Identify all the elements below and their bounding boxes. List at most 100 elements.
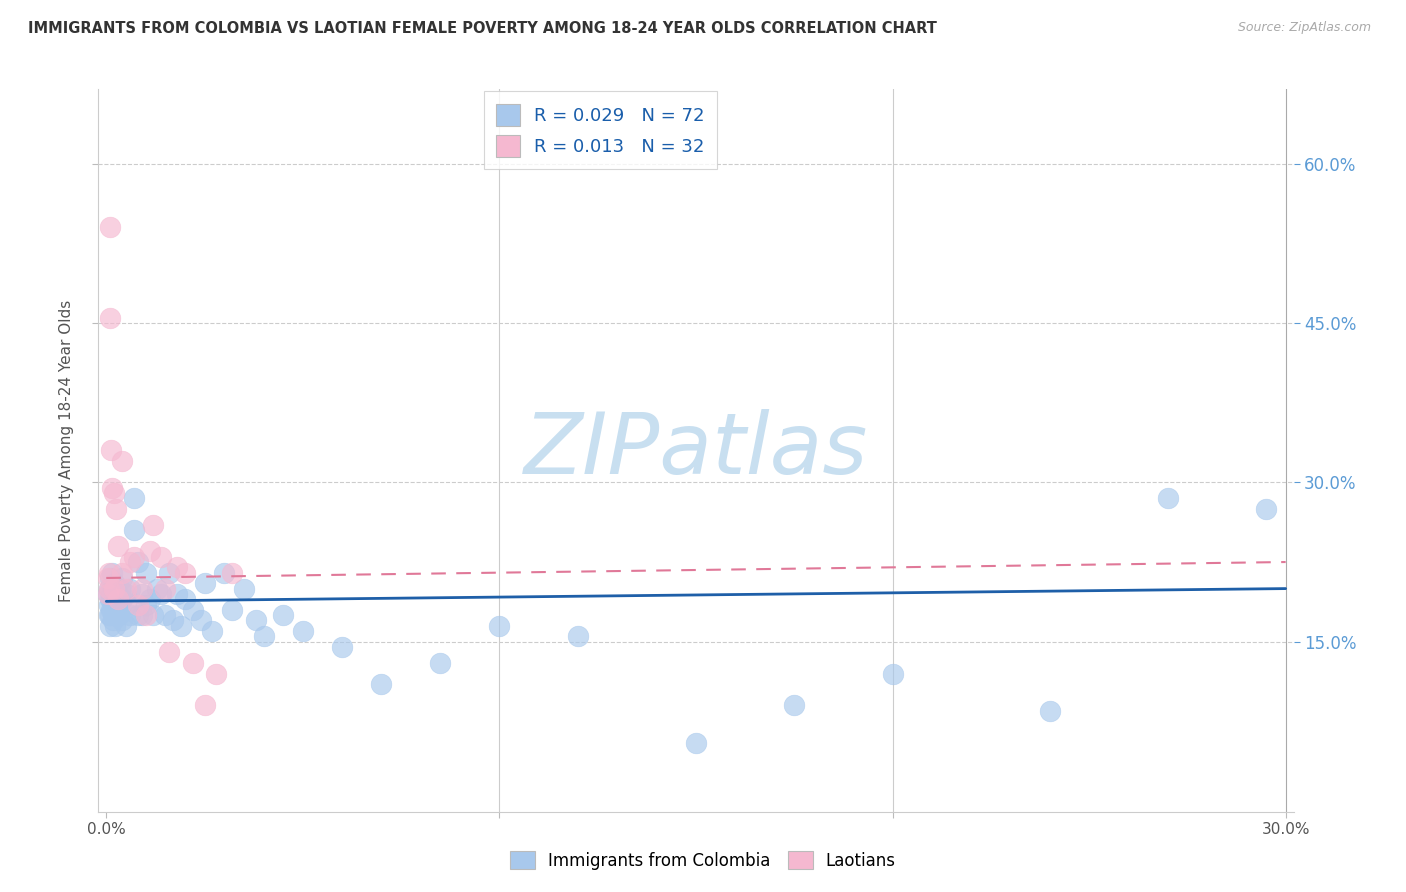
Point: [98, 571, 121, 585]
Point: [567, 629, 589, 643]
Point: [103, 582, 125, 596]
Point: [271, 608, 294, 623]
Point: [135, 566, 157, 580]
Point: [111, 566, 134, 580]
Point: [157, 566, 180, 580]
Point: [138, 592, 160, 607]
Point: [131, 587, 153, 601]
Point: [138, 544, 160, 558]
Point: [157, 645, 180, 659]
Point: [193, 576, 215, 591]
Point: [174, 566, 197, 580]
Point: [142, 517, 165, 532]
Point: [330, 640, 353, 654]
Point: [107, 598, 129, 612]
Point: [232, 582, 254, 596]
Point: [100, 443, 122, 458]
Point: [98, 220, 121, 235]
Point: [107, 587, 129, 601]
Point: [122, 523, 145, 537]
Point: [1254, 502, 1277, 516]
Point: [97, 598, 120, 612]
Text: Source: ZipAtlas.com: Source: ZipAtlas.com: [1237, 21, 1371, 34]
Point: [193, 698, 215, 713]
Point: [166, 560, 188, 574]
Point: [882, 666, 904, 681]
Point: [131, 608, 153, 623]
Point: [100, 603, 122, 617]
Point: [103, 486, 125, 500]
Point: [221, 603, 243, 617]
Point: [201, 624, 224, 639]
Point: [105, 502, 128, 516]
Point: [107, 539, 129, 553]
Point: [103, 576, 125, 591]
Point: [146, 582, 169, 596]
Point: [118, 608, 141, 623]
Y-axis label: Female Poverty Among 18-24 Year Olds: Female Poverty Among 18-24 Year Olds: [59, 300, 75, 601]
Point: [122, 491, 145, 506]
Point: [142, 608, 165, 623]
Point: [488, 619, 510, 633]
Point: [127, 608, 149, 623]
Point: [685, 736, 707, 750]
Point: [98, 608, 121, 623]
Point: [190, 614, 212, 628]
Point: [174, 592, 197, 607]
Point: [111, 454, 134, 468]
Point: [98, 619, 121, 633]
Point: [100, 587, 122, 601]
Point: [118, 555, 141, 569]
Point: [135, 598, 157, 612]
Point: [105, 587, 128, 601]
Point: [118, 582, 141, 596]
Point: [104, 619, 127, 633]
Point: [103, 598, 125, 612]
Point: [111, 592, 134, 607]
Point: [127, 598, 149, 612]
Point: [212, 566, 235, 580]
Text: ZIPatlas: ZIPatlas: [524, 409, 868, 492]
Point: [245, 614, 267, 628]
Point: [166, 587, 188, 601]
Point: [98, 608, 121, 623]
Point: [108, 582, 131, 596]
Point: [103, 598, 125, 612]
Point: [135, 608, 157, 623]
Point: [131, 582, 153, 596]
Point: [97, 571, 120, 585]
Point: [291, 624, 314, 639]
Point: [783, 698, 806, 713]
Point: [98, 310, 121, 325]
Point: [221, 566, 243, 580]
Point: [101, 566, 124, 580]
Point: [107, 592, 129, 607]
Point: [98, 582, 121, 596]
Point: [101, 481, 124, 495]
Point: [115, 587, 138, 601]
Point: [98, 592, 121, 607]
Legend: R = 0.029   N = 72, R = 0.013   N = 32: R = 0.029 N = 72, R = 0.013 N = 32: [484, 91, 717, 169]
Point: [127, 555, 149, 569]
Point: [1157, 491, 1180, 506]
Point: [122, 549, 145, 564]
Point: [181, 656, 204, 670]
Point: [115, 619, 138, 633]
Point: [115, 598, 138, 612]
Legend: Immigrants from Colombia, Laotians: Immigrants from Colombia, Laotians: [503, 845, 903, 877]
Point: [97, 587, 120, 601]
Point: [170, 619, 193, 633]
Point: [111, 614, 134, 628]
Point: [155, 608, 177, 623]
Point: [155, 582, 177, 596]
Point: [205, 666, 228, 681]
Point: [103, 608, 125, 623]
Point: [370, 677, 392, 691]
Text: IMMIGRANTS FROM COLOMBIA VS LAOTIAN FEMALE POVERTY AMONG 18-24 YEAR OLDS CORRELA: IMMIGRANTS FROM COLOMBIA VS LAOTIAN FEMA…: [28, 21, 936, 36]
Point: [108, 608, 131, 623]
Point: [150, 587, 173, 601]
Point: [429, 656, 451, 670]
Point: [101, 614, 124, 628]
Point: [98, 582, 121, 596]
Point: [252, 629, 274, 643]
